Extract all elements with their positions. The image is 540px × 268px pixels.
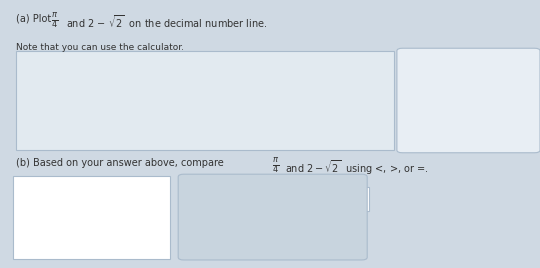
Text: 0.2: 0.2 bbox=[99, 113, 111, 122]
Text: and $2 - \sqrt{2}$  using <, >, or =.: and $2 - \sqrt{2}$ using <, >, or =. bbox=[285, 158, 429, 177]
Text: Note that you can use the calculator.: Note that you can use the calculator. bbox=[16, 43, 184, 52]
Polygon shape bbox=[413, 63, 437, 79]
Text: 0.3: 0.3 bbox=[130, 113, 142, 122]
Text: ↺: ↺ bbox=[298, 235, 308, 248]
Text: 0.5: 0.5 bbox=[192, 113, 204, 122]
Text: 0.4: 0.4 bbox=[161, 113, 173, 122]
Text: $\frac{\pi}{4}$: $\frac{\pi}{4}$ bbox=[51, 12, 58, 31]
Bar bbox=[402, 112, 535, 150]
Bar bbox=[198, 187, 219, 211]
Text: <: < bbox=[225, 193, 234, 204]
Text: ↺: ↺ bbox=[492, 126, 503, 139]
Text: and 2 $-$ $\sqrt{2}$  on the decimal number line.: and 2 $-$ $\sqrt{2}$ on the decimal numb… bbox=[66, 13, 267, 30]
Text: $\frac{\pi}{4}$: $\frac{\pi}{4}$ bbox=[272, 157, 279, 176]
Text: ×: × bbox=[237, 234, 248, 248]
Bar bbox=[348, 187, 369, 211]
Text: 0: 0 bbox=[40, 113, 45, 122]
Text: 0.6: 0.6 bbox=[223, 113, 235, 122]
Text: 1: 1 bbox=[351, 113, 355, 122]
Bar bbox=[50, 203, 73, 232]
Bar bbox=[259, 187, 280, 211]
Text: (a) Plot: (a) Plot bbox=[16, 13, 55, 23]
Text: 0.7: 0.7 bbox=[254, 113, 266, 122]
Text: >: > bbox=[285, 193, 294, 204]
Text: 0.9: 0.9 bbox=[316, 113, 328, 122]
Polygon shape bbox=[413, 63, 458, 79]
Text: 0.1: 0.1 bbox=[68, 113, 79, 122]
Text: ×: × bbox=[434, 125, 445, 139]
Bar bbox=[308, 187, 330, 211]
Bar bbox=[184, 177, 362, 224]
Text: =: = bbox=[335, 193, 345, 204]
Text: $\frac{\pi}{4}$: $\frac{\pi}{4}$ bbox=[25, 204, 33, 226]
Text: 0.8: 0.8 bbox=[285, 113, 297, 122]
Text: (b) Based on your answer above, compare: (b) Based on your answer above, compare bbox=[16, 158, 227, 168]
Text: $2-\sqrt{2}$: $2-\sqrt{2}$ bbox=[81, 207, 120, 224]
